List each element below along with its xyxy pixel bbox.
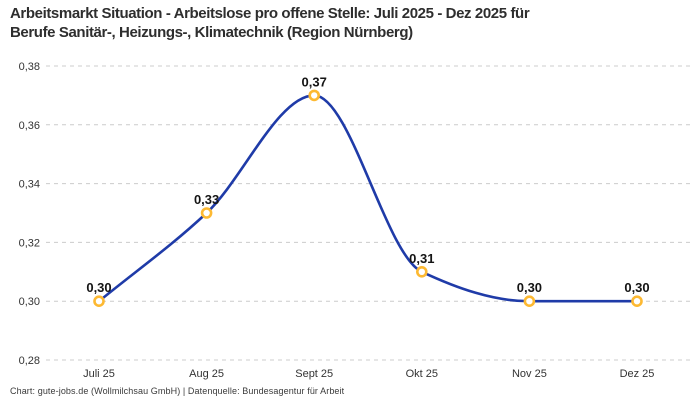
data-point-label: 0,31 bbox=[409, 251, 434, 266]
x-axis-tick-label: Dez 25 bbox=[620, 368, 655, 380]
x-axis-tick-label: Aug 25 bbox=[189, 368, 224, 380]
chart-title-line2: Berufe Sanitär-, Heizungs-, Klimatechnik… bbox=[10, 24, 413, 41]
data-point-label: 0,37 bbox=[302, 74, 327, 89]
y-axis-tick-label: 0,34 bbox=[19, 179, 40, 191]
series-line bbox=[97, 94, 639, 303]
chart-title: Arbeitsmarkt Situation - Arbeitslose pro… bbox=[10, 4, 694, 42]
data-point-label: 0,33 bbox=[194, 192, 219, 207]
data-point-marker[interactable] bbox=[523, 295, 536, 308]
x-axis-tick-label: Nov 25 bbox=[512, 368, 547, 380]
data-point-marker[interactable] bbox=[308, 89, 321, 102]
data-point-marker[interactable] bbox=[415, 265, 428, 278]
data-point-label: 0,30 bbox=[624, 280, 649, 295]
y-axis-tick-label: 0,36 bbox=[19, 120, 40, 132]
y-axis-tick-label: 0,32 bbox=[19, 237, 40, 249]
x-axis-tick-label: Sept 25 bbox=[295, 368, 333, 380]
data-point-marker[interactable] bbox=[93, 295, 105, 308]
data-point-marker[interactable] bbox=[200, 207, 213, 219]
x-axis-tick-label: Okt 25 bbox=[406, 368, 438, 380]
x-axis-tick-label: Juli 25 bbox=[83, 368, 115, 380]
data-point-marker[interactable] bbox=[631, 295, 643, 308]
y-axis-tick-label: 0,38 bbox=[19, 61, 40, 73]
data-point-label: 0,30 bbox=[86, 280, 111, 295]
chart-attribution: Chart: gute-jobs.de (Wollmilchsau GmbH) … bbox=[10, 386, 345, 396]
y-axis-tick-label: 0,28 bbox=[19, 355, 40, 367]
y-axis-tick-label: 0,30 bbox=[19, 296, 40, 308]
chart-title-line1: Arbeitsmarkt Situation - Arbeitslose pro… bbox=[10, 5, 530, 22]
data-point-label: 0,30 bbox=[517, 280, 542, 295]
